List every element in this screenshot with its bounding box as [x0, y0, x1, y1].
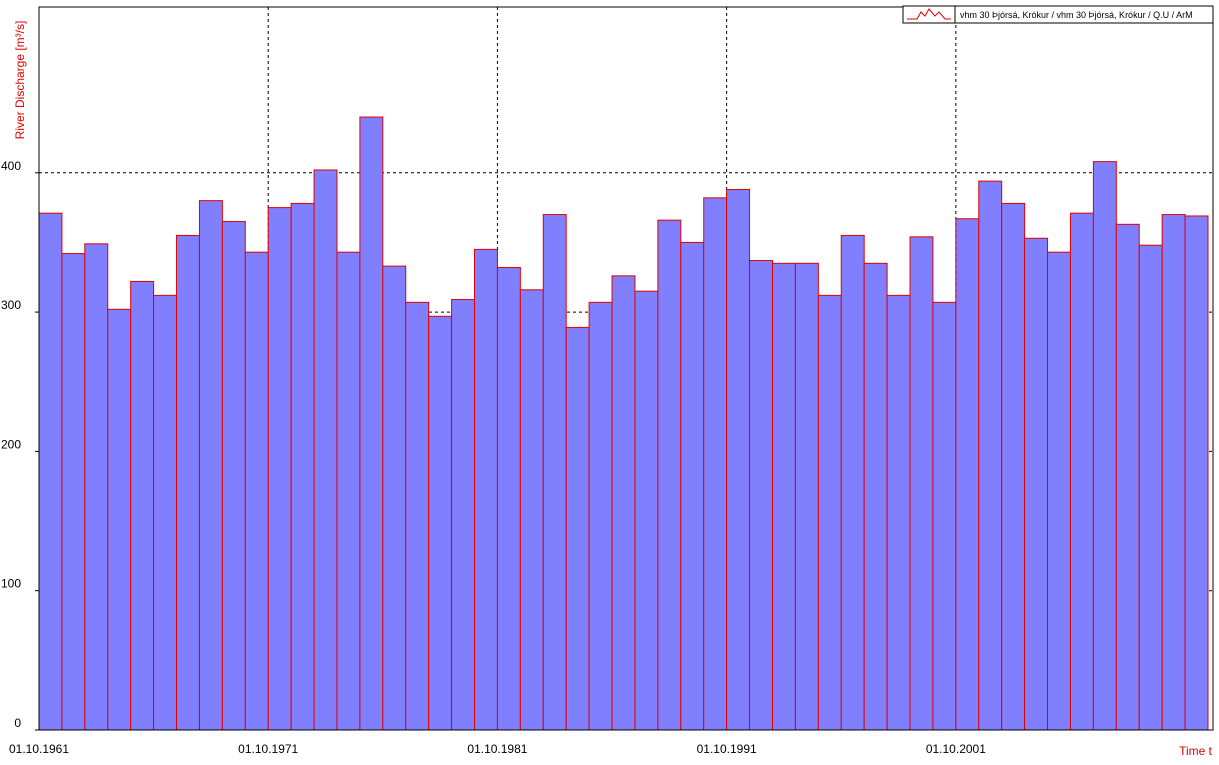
- bar: [703, 197, 728, 731]
- bar: [1115, 223, 1140, 731]
- legend-icon: [907, 8, 951, 20]
- bar: [198, 200, 223, 731]
- bar: [1184, 215, 1209, 731]
- bar: [840, 234, 865, 731]
- bar: [542, 214, 567, 731]
- y-tick-label: 100: [1, 577, 21, 591]
- bar: [451, 299, 476, 731]
- bar: [634, 290, 659, 731]
- bar: [657, 219, 682, 731]
- bar: [153, 294, 178, 731]
- plot-frame: [38, 6, 1214, 731]
- x-tick-label: 01.10.2001: [926, 742, 986, 756]
- y-tick-label: 0: [14, 716, 21, 730]
- bar: [474, 248, 498, 731]
- bar: [909, 236, 934, 731]
- bar: [680, 241, 705, 731]
- bar: [359, 116, 384, 731]
- bar: [313, 169, 338, 731]
- bar: [1024, 237, 1049, 731]
- bar: [290, 202, 315, 731]
- y-tick-label: 300: [1, 298, 21, 312]
- legend-label: vhm 30 Þjórsá, Krókur / vhm 30 Þjórsá, K…: [960, 10, 1193, 20]
- y-tick-label: 200: [1, 437, 21, 451]
- bar: [817, 294, 842, 731]
- bar: [267, 207, 292, 731]
- x-tick-label: 01.10.1971: [238, 742, 298, 756]
- bar: [886, 294, 911, 731]
- bar: [84, 243, 109, 731]
- bar: [1138, 244, 1163, 731]
- bar: [244, 251, 269, 731]
- bar: [1001, 202, 1026, 731]
- x-tick-label: 01.10.1961: [9, 742, 69, 756]
- bar: [932, 301, 957, 731]
- bar: [38, 212, 63, 731]
- bar: [519, 289, 544, 731]
- bar: [1092, 161, 1117, 731]
- bar: [863, 262, 888, 731]
- y-tick-label: 400: [1, 159, 21, 173]
- bar: [771, 262, 796, 731]
- bar: [978, 180, 1003, 731]
- x-tick-label: 01.10.1991: [697, 742, 757, 756]
- x-axis-label: Time t: [1179, 744, 1213, 758]
- bar: [726, 188, 751, 731]
- y-axis-label: River Discharge [m³/s]: [13, 21, 27, 140]
- legend-box: [902, 5, 1214, 24]
- bar: [1047, 251, 1071, 731]
- bar: [382, 265, 407, 731]
- bar: [221, 221, 246, 731]
- x-tick-label: 01.10.1981: [467, 742, 527, 756]
- bar: [107, 308, 132, 731]
- bar: [588, 301, 613, 731]
- bar: [176, 234, 200, 731]
- bar: [1069, 212, 1094, 731]
- bar: [565, 326, 590, 731]
- bar: [130, 280, 155, 731]
- bar: [405, 301, 430, 731]
- bar: [611, 275, 636, 731]
- bar: [1161, 214, 1186, 731]
- bar: [955, 218, 980, 731]
- bar: [61, 253, 86, 731]
- bar: [496, 267, 521, 731]
- bar: [428, 315, 453, 731]
- bar: [794, 262, 819, 731]
- bar: [336, 251, 361, 731]
- bar: [749, 260, 773, 731]
